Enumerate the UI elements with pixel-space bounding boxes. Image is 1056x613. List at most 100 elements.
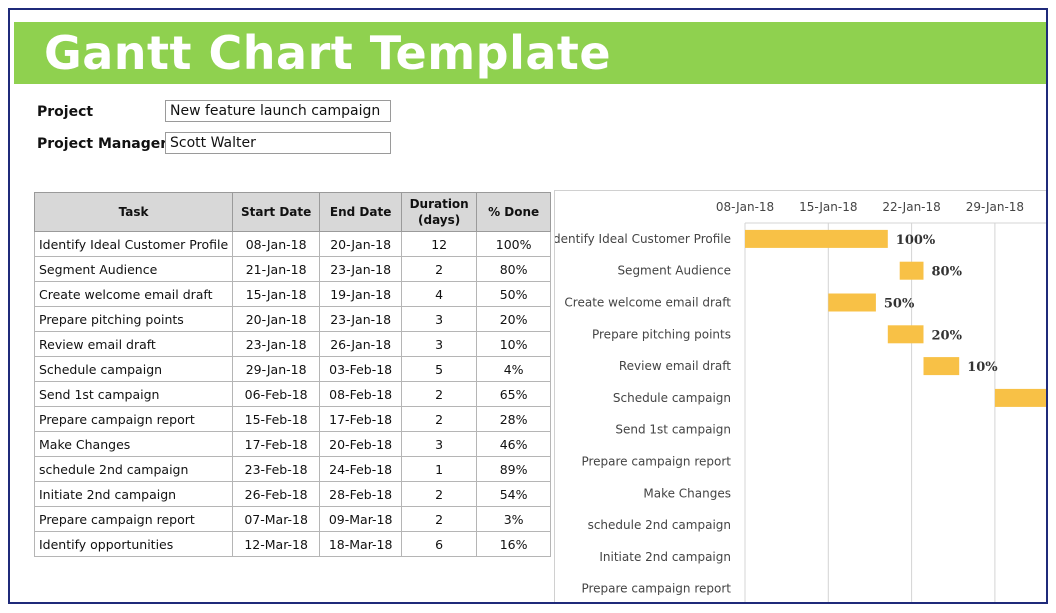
cell-end-date[interactable]: 24-Feb-18: [319, 456, 403, 482]
cell-duration[interactable]: 3: [401, 331, 478, 357]
cell-task[interactable]: Send 1st campaign: [33, 381, 234, 407]
category-label: Identify Ideal Customer Profile: [555, 232, 731, 246]
cell-start-date[interactable]: 08-Jan-18: [232, 231, 321, 257]
table-row: Create welcome email draft 15-Jan-18 19-Ja…: [33, 281, 552, 307]
cell-start-date[interactable]: 07-Mar-18: [232, 506, 321, 532]
table-row: Initiate 2nd campaign 26-Feb-18 28-Feb-18 2…: [33, 481, 552, 507]
table-row: Prepare campaign report 07-Mar-18 09-Mar-1…: [33, 506, 552, 532]
cell-task[interactable]: Create welcome email draft: [33, 281, 234, 307]
cell-task[interactable]: Make Changes: [33, 431, 234, 457]
table-row: Prepare pitching points 20-Jan-18 23-Jan-1…: [33, 306, 552, 332]
cell-start-date[interactable]: 23-Jan-18: [232, 331, 321, 357]
cell-task[interactable]: Initiate 2nd campaign: [33, 481, 234, 507]
cell-duration[interactable]: 1: [401, 456, 478, 482]
category-label: Segment Audience: [617, 264, 731, 278]
cell-task[interactable]: Identify opportunities: [33, 531, 234, 557]
cell-end-date[interactable]: 08-Feb-18: [319, 381, 403, 407]
gantt-bar: [899, 261, 924, 280]
cell-task[interactable]: Review email draft: [33, 331, 234, 357]
column-header-duration: Duration (days): [401, 192, 478, 232]
cell-percent-done[interactable]: 4%: [476, 356, 552, 382]
cell-percent-done[interactable]: 100%: [476, 231, 552, 257]
cell-end-date[interactable]: 19-Jan-18: [319, 281, 403, 307]
table-row: Send 1st campaign 06-Feb-18 08-Feb-18 2 65%: [33, 381, 552, 407]
cell-task[interactable]: Prepare pitching points: [33, 306, 234, 332]
cell-end-date[interactable]: 17-Feb-18: [319, 406, 403, 432]
cell-task[interactable]: Segment Audience: [33, 256, 234, 282]
column-header-start-date: Start Date: [232, 192, 321, 232]
title-banner: Gantt Chart Template: [14, 22, 1046, 84]
cell-start-date[interactable]: 06-Feb-18: [232, 381, 321, 407]
cell-duration[interactable]: 2: [401, 406, 478, 432]
cell-start-date[interactable]: 29-Jan-18: [232, 356, 321, 382]
cell-percent-done[interactable]: 3%: [476, 506, 552, 532]
cell-end-date[interactable]: 23-Jan-18: [319, 306, 403, 332]
cell-duration[interactable]: 6: [401, 531, 478, 557]
project-manager-label: Project Manager: [37, 136, 168, 152]
bar-data-label: 20%: [932, 328, 963, 343]
cell-percent-done[interactable]: 28%: [476, 406, 552, 432]
cell-duration[interactable]: 4: [401, 281, 478, 307]
cell-end-date[interactable]: 20-Feb-18: [319, 431, 403, 457]
cell-task[interactable]: Identify Ideal Customer Profile: [33, 231, 234, 257]
cell-end-date[interactable]: 20-Jan-18: [319, 231, 403, 257]
cell-percent-done[interactable]: 46%: [476, 431, 552, 457]
gantt-bar: [828, 293, 876, 312]
column-header-task: Task: [33, 192, 234, 232]
category-label: Prepare campaign report: [581, 455, 731, 469]
cell-duration[interactable]: 2: [401, 506, 478, 532]
cell-duration[interactable]: 2: [401, 381, 478, 407]
category-label: Initiate 2nd campaign: [599, 550, 731, 564]
cell-start-date[interactable]: 15-Jan-18: [232, 281, 321, 307]
bar-data-label: 10%: [967, 360, 998, 375]
cell-duration[interactable]: 5: [401, 356, 478, 382]
cell-percent-done[interactable]: 10%: [476, 331, 552, 357]
bar-data-label: 100%: [896, 233, 936, 248]
cell-duration[interactable]: 2: [401, 481, 478, 507]
category-label: Prepare pitching points: [592, 327, 731, 341]
cell-percent-done[interactable]: 50%: [476, 281, 552, 307]
cell-end-date[interactable]: 26-Jan-18: [319, 331, 403, 357]
cell-start-date[interactable]: 23-Feb-18: [232, 456, 321, 482]
project-label: Project: [37, 104, 94, 120]
project-name-field[interactable]: New feature launch campaign: [165, 100, 391, 122]
cell-task[interactable]: schedule 2nd campaign: [33, 456, 234, 482]
cell-end-date[interactable]: 23-Jan-18: [319, 256, 403, 282]
cell-percent-done[interactable]: 16%: [476, 531, 552, 557]
cell-start-date[interactable]: 15-Feb-18: [232, 406, 321, 432]
bar-data-label: 50%: [884, 297, 915, 312]
cell-percent-done[interactable]: 89%: [476, 456, 552, 482]
cell-end-date[interactable]: 28-Feb-18: [319, 481, 403, 507]
cell-end-date[interactable]: 18-Mar-18: [319, 531, 403, 557]
cell-start-date[interactable]: 26-Feb-18: [232, 481, 321, 507]
cell-task[interactable]: Schedule campaign: [33, 356, 234, 382]
project-manager-field[interactable]: Scott Walter: [165, 132, 391, 154]
table-row: schedule 2nd campaign 23-Feb-18 24-Feb-18 1…: [33, 456, 552, 482]
table-row: Prepare campaign report 15-Feb-18 17-Feb-1…: [33, 406, 552, 432]
cell-task[interactable]: Prepare campaign report: [33, 406, 234, 432]
cell-duration[interactable]: 12: [401, 231, 478, 257]
cell-start-date[interactable]: 21-Jan-18: [232, 256, 321, 282]
category-label: Prepare campaign report: [581, 582, 731, 596]
cell-duration[interactable]: 2: [401, 256, 478, 282]
category-label: Create welcome email draft: [564, 296, 731, 310]
task-table: Task Start Date End Date Duration (days)…: [33, 192, 552, 557]
cell-percent-done[interactable]: 65%: [476, 381, 552, 407]
cell-percent-done[interactable]: 80%: [476, 256, 552, 282]
table-row: Identify opportunities 12-Mar-18 18-Mar-18…: [33, 531, 552, 557]
cell-duration[interactable]: 3: [401, 306, 478, 332]
cell-start-date[interactable]: 17-Feb-18: [232, 431, 321, 457]
cell-end-date[interactable]: 03-Feb-18: [319, 356, 403, 382]
cell-start-date[interactable]: 20-Jan-18: [232, 306, 321, 332]
table-row: Segment Audience 21-Jan-18 23-Jan-18 2 80%: [33, 256, 552, 282]
cell-percent-done[interactable]: 54%: [476, 481, 552, 507]
page-title: Gantt Chart Template: [44, 26, 612, 80]
cell-start-date[interactable]: 12-Mar-18: [232, 531, 321, 557]
table-row: Make Changes 17-Feb-18 20-Feb-18 3 46%: [33, 431, 552, 457]
cell-percent-done[interactable]: 20%: [476, 306, 552, 332]
task-table-body: Identify Ideal Customer Profile 08-Jan-18…: [33, 231, 552, 557]
cell-task[interactable]: Prepare campaign report: [33, 506, 234, 532]
cell-end-date[interactable]: 09-Mar-18: [319, 506, 403, 532]
cell-duration[interactable]: 3: [401, 431, 478, 457]
x-tick-label: 08-Jan-18: [716, 200, 774, 214]
